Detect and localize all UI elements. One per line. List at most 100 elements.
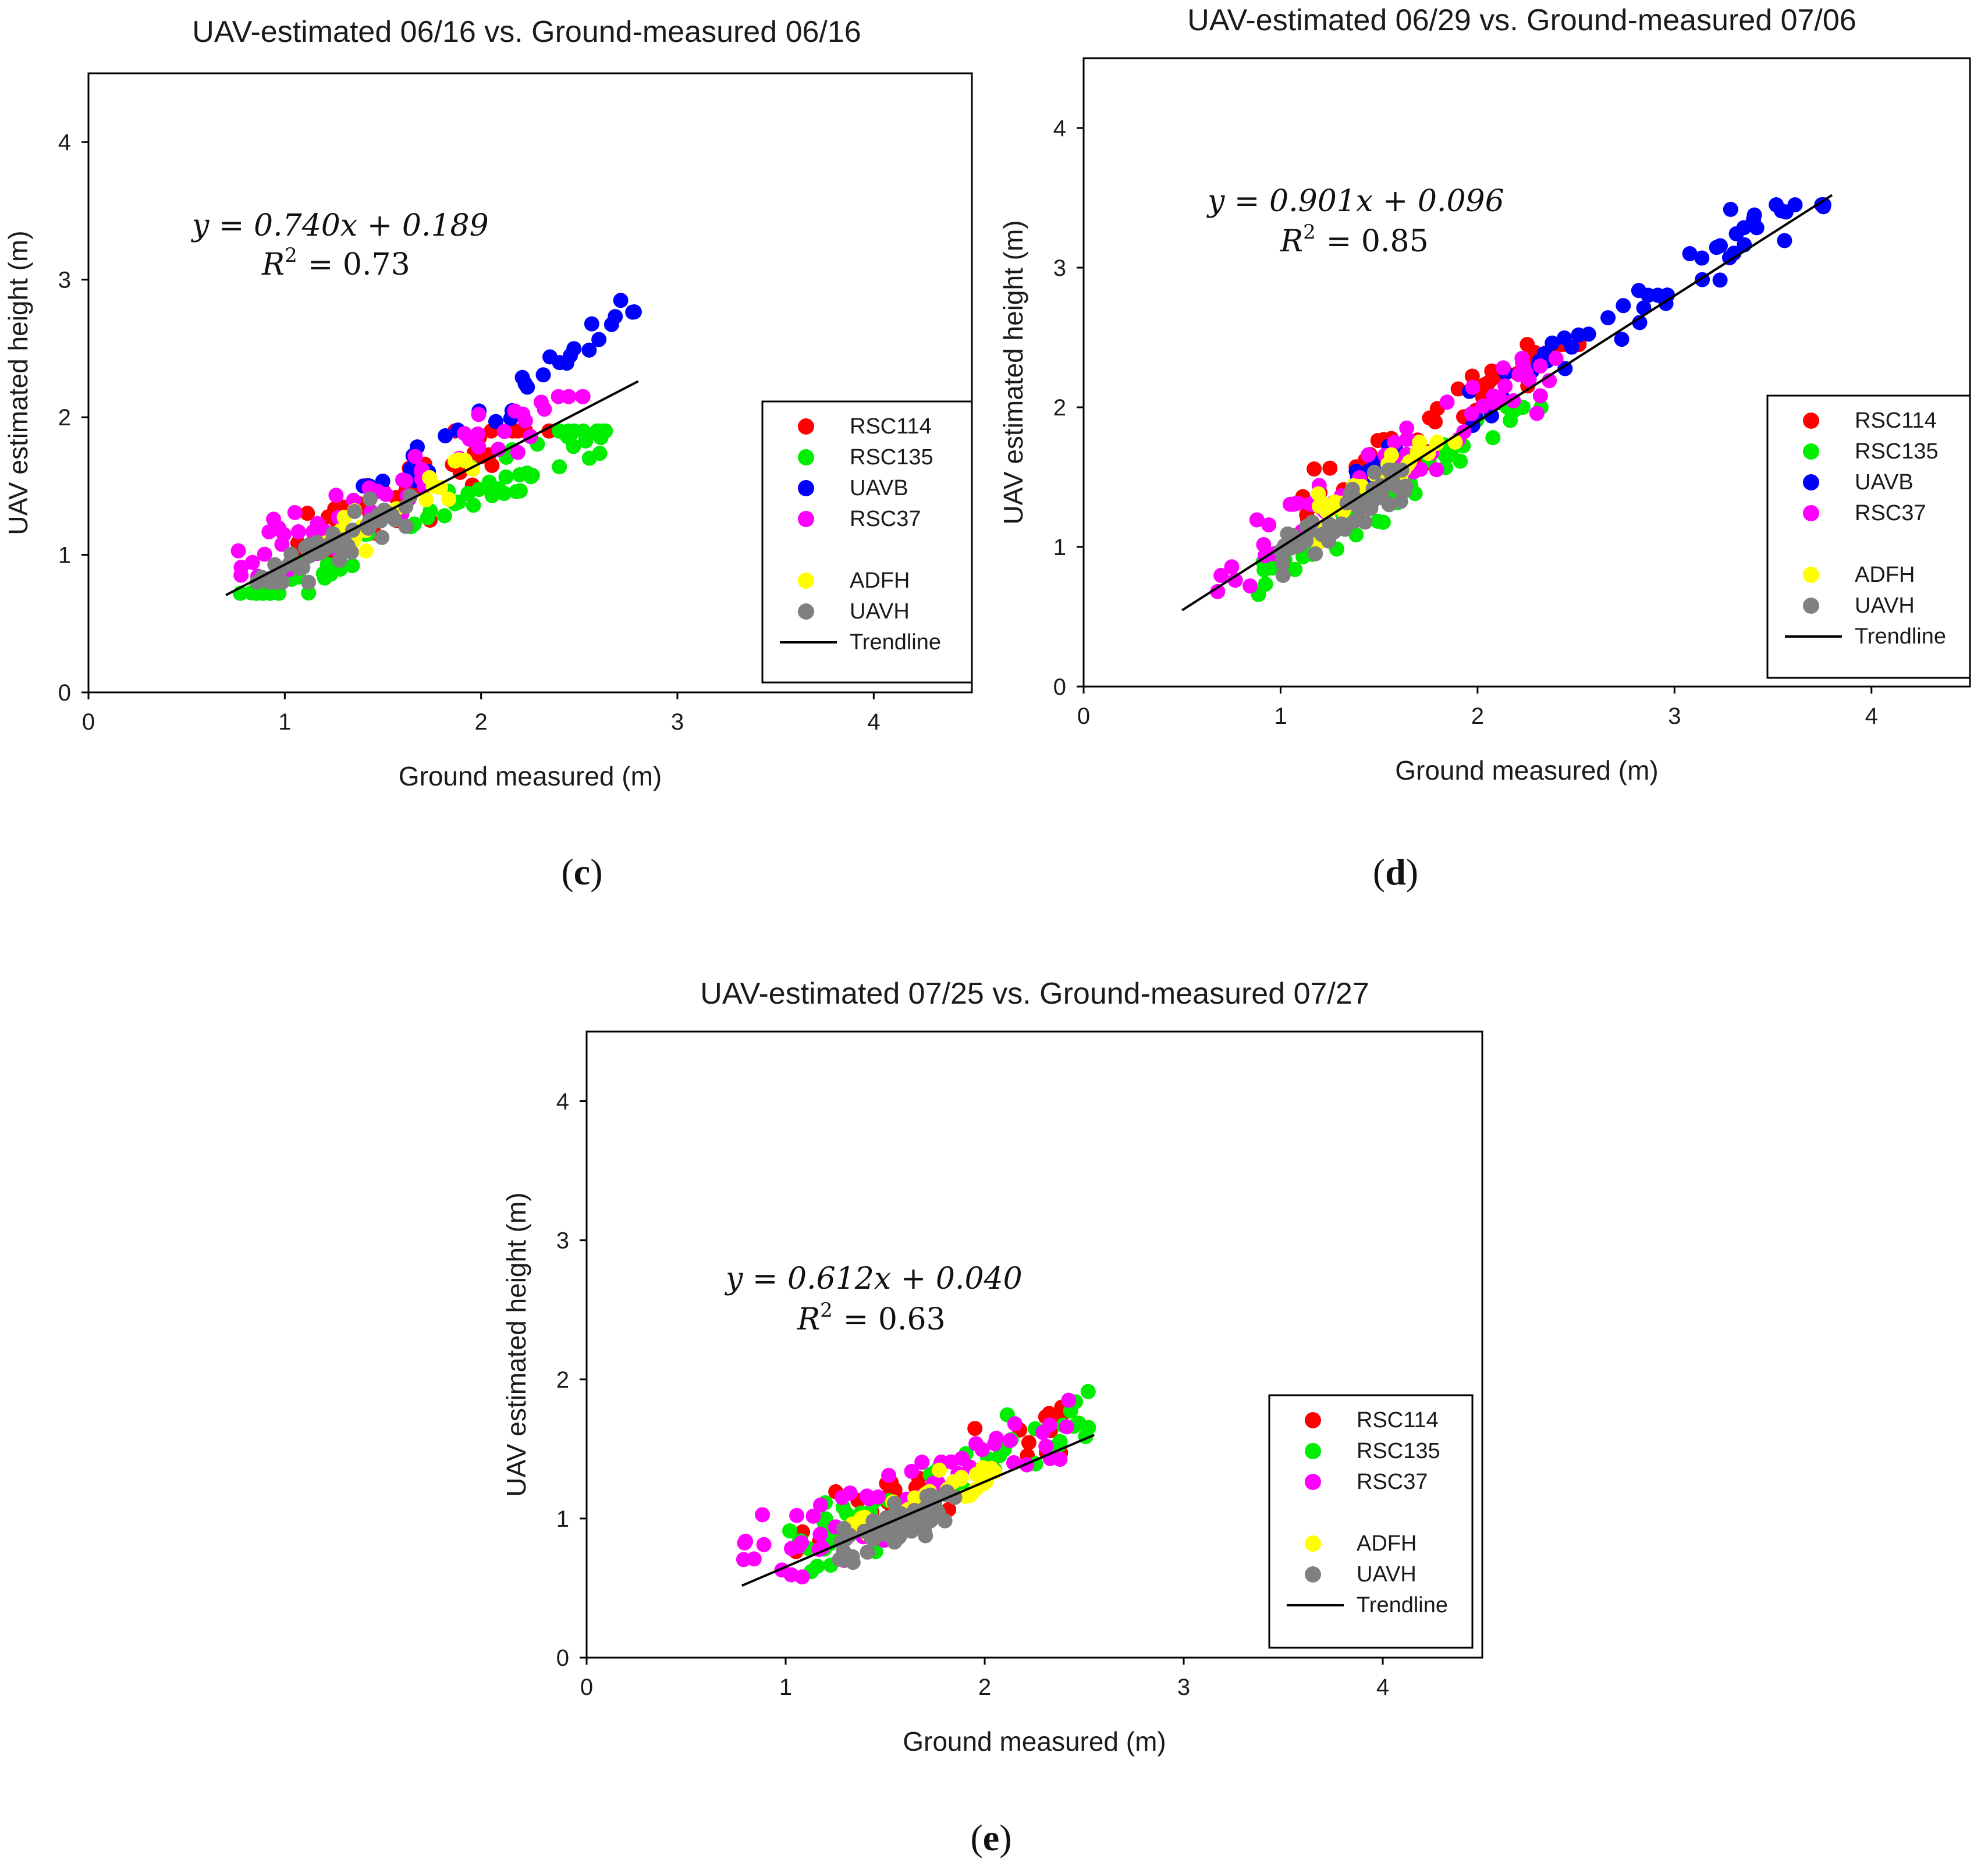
- data-point-rsc37: [794, 1569, 810, 1585]
- data-point-rsc135: [420, 510, 435, 525]
- chart-title: UAV-estimated 06/29 vs. Ground-measured …: [1187, 3, 1856, 37]
- data-point-rsc37: [1061, 1392, 1077, 1408]
- data-point-rsc135: [579, 428, 595, 443]
- y-tick-label: 3: [556, 1228, 569, 1254]
- data-point-rsc135: [566, 439, 581, 454]
- data-point-rsc37: [789, 1508, 805, 1523]
- data-point-rsc135: [466, 497, 481, 513]
- x-tick-label: 0: [1077, 703, 1090, 729]
- x-tick-label: 0: [580, 1675, 593, 1700]
- legend-box: [1766, 394, 1971, 679]
- data-point-adfh: [358, 543, 374, 559]
- data-point-rsc37: [1210, 584, 1226, 599]
- data-point-rsc37: [1002, 1432, 1018, 1448]
- data-point-rsc37: [1290, 495, 1305, 511]
- data-point-uavb: [1545, 335, 1560, 351]
- r2-symbol: R: [261, 247, 285, 282]
- legend-swatch-adfh: [798, 573, 814, 589]
- data-point-adfh: [422, 470, 437, 485]
- legend-swatch-rsc37: [798, 511, 814, 527]
- legend-swatch-rsc114: [798, 418, 814, 435]
- data-point-rsc37: [1007, 1416, 1023, 1432]
- data-point-rsc37: [1361, 447, 1376, 463]
- legend-swatch-uavb: [1803, 474, 1819, 490]
- data-point-rsc114: [1322, 460, 1338, 476]
- data-point-rsc135: [810, 1559, 825, 1574]
- data-point-rsc37: [328, 488, 344, 503]
- data-point-uavb: [1682, 246, 1698, 261]
- data-point-adfh: [418, 492, 434, 507]
- data-point-uavh: [844, 1549, 860, 1565]
- data-point-rsc37: [1387, 435, 1403, 450]
- y-tick-label: 2: [58, 405, 71, 431]
- x-axis-label: Ground measured (m): [1395, 755, 1659, 785]
- data-point-uavh: [1387, 463, 1403, 478]
- chart-title: UAV-estimated 07/25 vs. Ground-measured …: [700, 977, 1369, 1011]
- data-point-adfh: [457, 453, 473, 468]
- data-point-rsc135: [1258, 577, 1273, 592]
- data-point-rsc37: [914, 1455, 930, 1470]
- x-tick-label: 2: [475, 709, 488, 735]
- legend-swatch-uavb: [798, 480, 814, 496]
- data-point-uavb: [1712, 272, 1728, 288]
- data-point-adfh: [1311, 486, 1326, 502]
- data-point-uavh: [1314, 527, 1330, 542]
- data-point-rsc114: [967, 1421, 983, 1437]
- data-point-rsc37: [1059, 1419, 1074, 1435]
- data-point-rsc37: [1213, 568, 1229, 583]
- panel-e: UAV-estimated 07/25 vs. Ground-measured …: [501, 977, 1483, 1757]
- legend-label-rsc135: RSC135: [1357, 1439, 1440, 1463]
- r2-value: = 0.73: [308, 247, 410, 282]
- data-point-rsc37: [954, 1451, 970, 1466]
- plot-frame: [585, 1030, 1483, 1659]
- data-point-uavh: [917, 1523, 932, 1539]
- data-point-uavb: [613, 293, 629, 308]
- legend-label-rsc37: RSC37: [1357, 1470, 1428, 1494]
- data-point-uavh: [1293, 537, 1308, 553]
- r2-superscript: 2: [820, 1299, 833, 1322]
- legend: RSC114 RSC135 UAVB RSC37 ADFH UAVH Trendline: [761, 400, 973, 684]
- legend-swatch-rsc114: [1305, 1412, 1321, 1428]
- data-point-rsc114: [1307, 461, 1322, 477]
- panel-c-caption: (c): [561, 851, 602, 893]
- data-point-rsc135: [483, 481, 498, 496]
- legend-swatch-rsc37: [1305, 1474, 1321, 1490]
- data-point-rsc135: [496, 486, 512, 501]
- data-point-rsc37: [1261, 517, 1277, 533]
- data-point-adfh: [932, 1462, 947, 1478]
- legend-label-rsc135: RSC135: [850, 445, 933, 470]
- x-tick-label: 2: [1471, 703, 1484, 729]
- legend-label-uavb: UAVB: [1855, 470, 1914, 495]
- data-point-rsc37: [1497, 378, 1513, 394]
- data-point-rsc135: [320, 556, 335, 572]
- y-axis-label: UAV estimated height (m): [501, 1192, 531, 1496]
- data-point-uavb: [1713, 238, 1728, 254]
- y-tick-label: 1: [1053, 535, 1066, 560]
- legend-swatch-uavh: [1803, 598, 1819, 614]
- data-point-rsc37: [507, 403, 523, 419]
- data-point-rsc114: [1041, 1406, 1057, 1421]
- x-tick-label: 1: [1274, 703, 1287, 729]
- data-point-rsc37: [988, 1431, 1004, 1446]
- data-point-uavh: [832, 1551, 847, 1567]
- data-point-uavh: [1273, 543, 1288, 559]
- data-point-uavb: [608, 309, 623, 325]
- data-point-uavh: [1350, 499, 1365, 514]
- y-tick-label: 0: [1053, 674, 1066, 700]
- data-point-rsc135: [1287, 561, 1303, 577]
- legend-label-trendline: Trendline: [850, 630, 941, 655]
- data-point-rsc114: [300, 506, 315, 521]
- x-tick-label: 4: [1865, 703, 1878, 729]
- data-point-uavh: [1381, 497, 1397, 513]
- x-axis-label: Ground measured (m): [903, 1726, 1166, 1757]
- data-point-uavb: [488, 414, 503, 429]
- x-tick-label: 4: [1376, 1675, 1389, 1700]
- data-point-uavb: [626, 304, 642, 319]
- x-tick-label: 3: [1668, 703, 1681, 729]
- y-tick-label: 3: [1053, 255, 1066, 281]
- data-point-rsc37: [561, 389, 577, 404]
- legend-label-uavh: UAVH: [1855, 593, 1915, 618]
- data-point-rsc37: [881, 1467, 897, 1483]
- scatter-points: [736, 1384, 1096, 1585]
